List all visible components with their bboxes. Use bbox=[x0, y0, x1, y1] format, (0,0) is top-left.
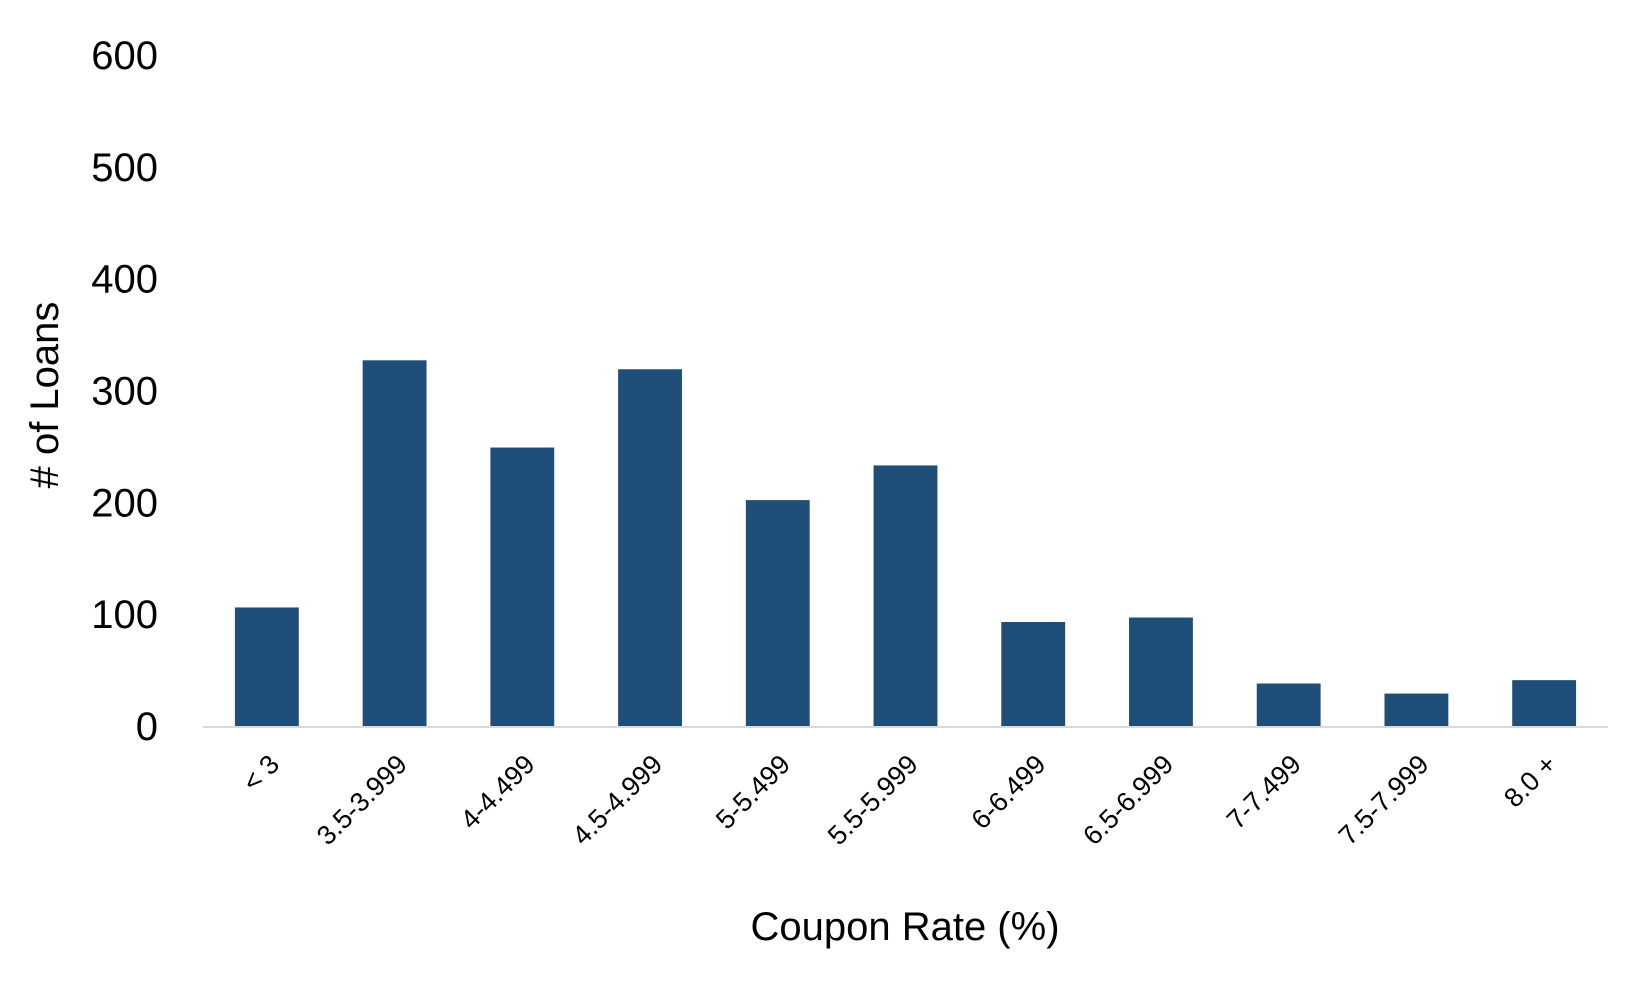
bars bbox=[234, 360, 1577, 726]
y-tick-label: 200 bbox=[91, 481, 158, 525]
bar-8 bbox=[1256, 683, 1321, 726]
x-axis-label: Coupon Rate (%) bbox=[750, 905, 1059, 949]
x-tick-label: 8.0 + bbox=[1498, 749, 1562, 813]
x-tick-label: 4.5-4.999 bbox=[566, 749, 668, 851]
bar-5 bbox=[873, 465, 938, 726]
bar-6 bbox=[1001, 621, 1066, 726]
y-axis-ticks: 0 100 200 300 400 500 600 bbox=[91, 34, 158, 749]
x-tick-label: 6.5-6.999 bbox=[1077, 749, 1179, 851]
x-tick-label: < 3 bbox=[237, 749, 285, 797]
y-tick-label: 100 bbox=[91, 593, 158, 637]
y-tick-label: 0 bbox=[136, 705, 158, 749]
bar-10 bbox=[1512, 680, 1577, 726]
y-axis-label: # of Loans bbox=[23, 302, 67, 489]
x-tick-label: 6-6.499 bbox=[966, 749, 1052, 835]
x-tick-label: 7.5-7.999 bbox=[1333, 749, 1435, 851]
bar-1 bbox=[362, 360, 427, 726]
x-axis-ticks: < 3 3.5-3.999 4-4.499 4.5-4.999 5-5.499 5.5-5… bbox=[237, 749, 1563, 851]
y-tick-label: 600 bbox=[91, 34, 158, 78]
bar-4 bbox=[745, 500, 810, 726]
x-tick-label: 5-5.499 bbox=[710, 749, 796, 835]
bar-0 bbox=[234, 607, 299, 726]
bar-7 bbox=[1129, 617, 1193, 726]
bar-3 bbox=[618, 369, 682, 726]
bar-9 bbox=[1384, 693, 1449, 726]
x-tick-label: 7-7.499 bbox=[1221, 749, 1307, 835]
x-tick-label: 5.5-5.999 bbox=[822, 749, 924, 851]
y-tick-label: 400 bbox=[91, 258, 158, 302]
x-tick-label: 3.5-3.999 bbox=[311, 749, 413, 851]
y-tick-label: 300 bbox=[91, 370, 158, 414]
bar-2 bbox=[490, 447, 555, 726]
y-tick-label: 500 bbox=[91, 146, 158, 190]
x-tick-label: 4-4.499 bbox=[455, 749, 541, 835]
